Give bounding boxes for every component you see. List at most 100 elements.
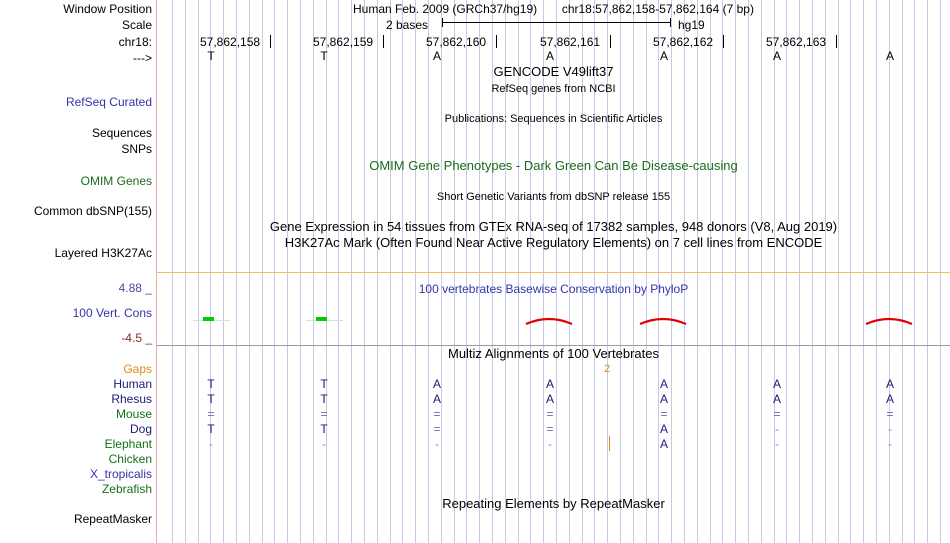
ruler-coordinate: 57,862,162	[653, 35, 714, 49]
label-strand-arrow[interactable]: --->	[133, 51, 152, 65]
gridline	[812, 0, 813, 543]
ruler-coordinate: 57,862,159	[313, 35, 374, 49]
gap-count-label: 2	[604, 363, 611, 375]
track-title-dbsnp[interactable]: Short Genetic Variants from dbSNP releas…	[436, 191, 671, 203]
gridline	[454, 0, 455, 543]
gridline	[518, 0, 519, 543]
sidebar-item-species-zebrafish[interactable]: Zebrafish	[101, 482, 152, 496]
sidebar-item-species-chicken[interactable]: Chicken	[108, 452, 152, 466]
label-scale[interactable]: Scale	[121, 18, 152, 32]
conservation-bottom-rule	[157, 345, 950, 346]
sidebar-item-repeatmasker[interactable]: RepeatMasker	[73, 512, 152, 526]
track-title-gencode[interactable]: GENCODE V49lift37	[493, 64, 614, 79]
align-base: A	[432, 377, 441, 391]
ruler-base: A	[545, 49, 554, 63]
ruler-tick	[383, 35, 384, 48]
sidebar-item-refseq-curated[interactable]: RefSeq Curated	[65, 95, 152, 109]
gridline	[300, 0, 301, 543]
track-title-multiz[interactable]: Multiz Alignments of 100 Vertebrates	[447, 346, 659, 361]
conservation-bar-positive	[203, 317, 214, 321]
ruler-tick	[723, 35, 724, 48]
sidebar-item-species-mouse[interactable]: Mouse	[115, 407, 152, 421]
track-title-repeatmasker[interactable]: Repeating Elements by RepeatMasker	[442, 496, 665, 511]
gridline	[556, 0, 557, 543]
track-title-publications[interactable]: Publications: Sequences in Scientific Ar…	[444, 113, 663, 125]
position-text[interactable]: chr18:57,862,158-57,862,164 (7 bp)	[561, 2, 754, 16]
scalebar-line	[442, 22, 671, 23]
ruler-base: T	[320, 49, 328, 63]
gridline	[594, 0, 595, 543]
sidebar-item-species-x-tropicalis[interactable]: X_tropicalis	[89, 467, 152, 481]
gap-marker-bar	[609, 436, 610, 451]
gridline	[620, 0, 621, 543]
align-base: =	[546, 407, 554, 421]
sidebar-item-sequences[interactable]: Sequences	[91, 126, 152, 140]
sidebar-item-common-dbsnp[interactable]: Common dbSNP(155)	[33, 204, 152, 218]
gridline	[940, 0, 941, 543]
sidebar-item-species-dog[interactable]: Dog	[129, 422, 152, 436]
gridline	[428, 0, 429, 543]
align-base: -	[322, 437, 326, 451]
sidebar-item-omim-genes[interactable]: OMIM Genes	[80, 174, 152, 188]
align-base: A	[659, 392, 668, 406]
gridline	[838, 0, 839, 543]
gridline	[774, 0, 775, 543]
align-base: -	[548, 437, 552, 451]
align-base: A	[659, 422, 668, 436]
gridline	[479, 0, 480, 543]
gridline	[172, 0, 173, 543]
align-base: -	[888, 437, 892, 451]
gridline	[210, 0, 211, 543]
gridline	[722, 0, 723, 543]
ruler-base: A	[659, 49, 668, 63]
gridline	[223, 0, 224, 543]
gridline	[492, 0, 493, 543]
track-grid-area	[157, 0, 950, 543]
sidebar-item-layered-h3k27ac[interactable]: Layered H3K27Ac	[54, 246, 152, 260]
sidebar-item-100-vert-cons[interactable]: 100 Vert. Cons	[72, 306, 152, 320]
gridline	[761, 0, 762, 543]
track-title-omim[interactable]: OMIM Gene Phenotypes - Dark Green Can Be…	[369, 158, 738, 173]
align-base: -	[209, 437, 213, 451]
align-base: A	[885, 392, 894, 406]
scale-label: 2 bases	[386, 18, 429, 32]
gridline	[351, 0, 352, 543]
ruler-base: A	[772, 49, 781, 63]
sidebar-item-species-elephant[interactable]: Elephant	[104, 437, 152, 451]
sidebar-item-gaps[interactable]: Gaps	[123, 362, 152, 376]
track-title-gtex[interactable]: Gene Expression in 54 tissues from GTEx …	[269, 219, 838, 234]
align-base: -	[775, 422, 779, 436]
sidebar-item-species-human[interactable]: Human	[113, 377, 152, 391]
gridline	[914, 0, 915, 543]
sidebar-item-species-rhesus[interactable]: Rhesus	[111, 392, 152, 406]
gridline	[466, 0, 467, 543]
align-base: -	[435, 437, 439, 451]
align-base: -	[775, 437, 779, 451]
scalebar-right-cap	[670, 18, 671, 27]
track-title-refseq-ncbi[interactable]: RefSeq genes from NCBI	[491, 83, 616, 95]
track-title-h3k27ac[interactable]: H3K27Ac Mark (Often Found Near Active Re…	[284, 235, 823, 250]
gridline	[569, 0, 570, 543]
gridline	[876, 0, 877, 543]
gridline	[646, 0, 647, 543]
track-title-phylop[interactable]: 100 vertebrates Basewise Conservation by…	[418, 282, 689, 296]
label-window-position[interactable]: Window Position	[63, 2, 152, 16]
align-base: =	[320, 407, 328, 421]
label-track-divider	[156, 0, 157, 543]
sidebar-item-snps[interactable]: SNPs	[121, 142, 152, 156]
ruler-tick	[836, 35, 837, 48]
gridline	[710, 0, 711, 543]
cons-axis-min: -4.5 _	[121, 331, 152, 345]
gridline	[262, 0, 263, 543]
ruler-coordinate: 57,862,158	[200, 35, 261, 49]
gridline	[313, 0, 314, 543]
label-chrom[interactable]: chr18:	[118, 35, 152, 49]
gridline	[863, 0, 864, 543]
gridline	[697, 0, 698, 543]
ruler-base: A	[432, 49, 441, 63]
cons-axis-max: 4.88 _	[118, 281, 152, 295]
align-base: -	[888, 422, 892, 436]
align-base: A	[545, 377, 554, 391]
align-base: =	[546, 422, 554, 436]
gridline	[198, 0, 199, 543]
